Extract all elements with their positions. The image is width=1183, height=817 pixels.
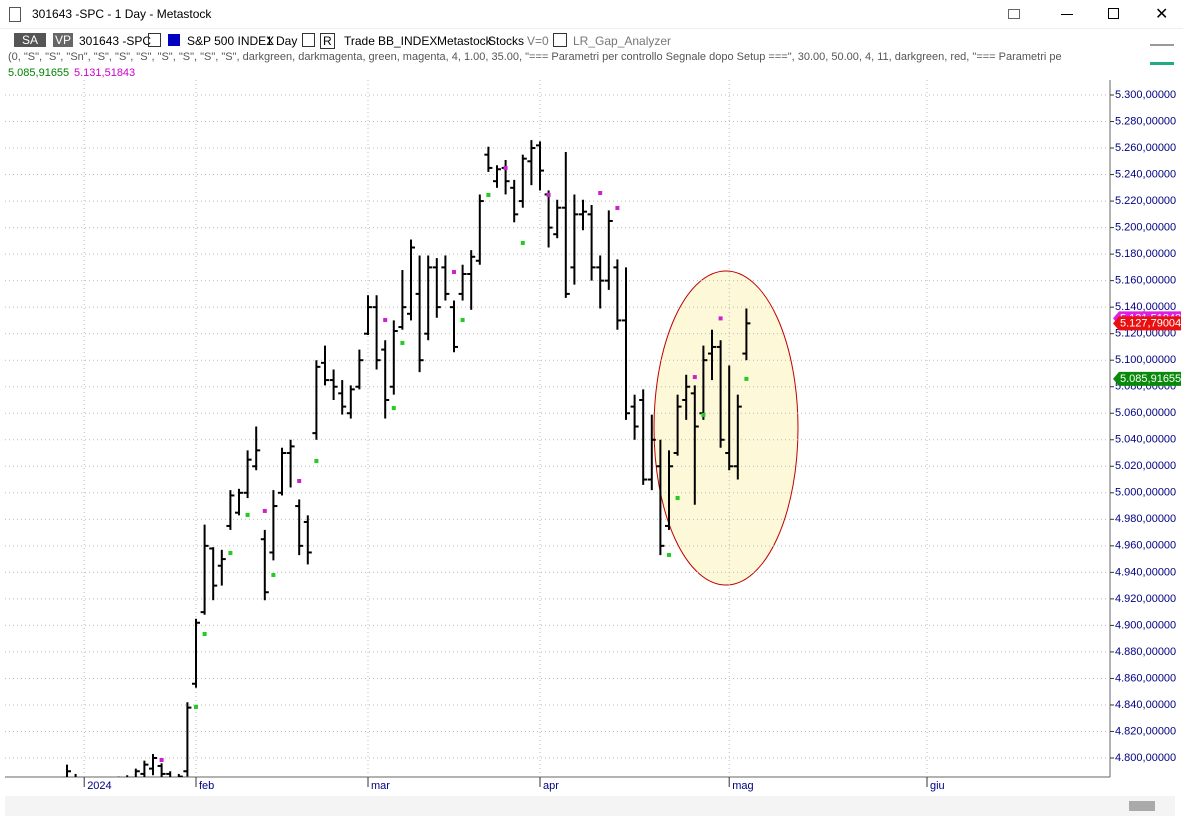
signal-dot [297, 478, 302, 483]
x-tick-label: mag [732, 780, 753, 792]
y-tick-label: 4.860,00000 [1115, 672, 1176, 684]
signal-dot [383, 318, 388, 323]
restore-button[interactable] [1008, 9, 1020, 19]
vp-button[interactable]: VP [53, 33, 73, 47]
highlight-ellipse [653, 270, 799, 586]
y-tick-label: 5.120,00000 [1115, 328, 1176, 340]
signal-dot [486, 192, 491, 197]
y-tick-label: 4.880,00000 [1115, 646, 1176, 658]
close-button[interactable]: ✕ [1155, 6, 1169, 23]
signal-dot [520, 240, 525, 245]
signal-dot [202, 632, 207, 637]
y-tick-label: 5.000,00000 [1115, 487, 1176, 499]
y-tick-label: 5.260,00000 [1115, 142, 1176, 154]
y-tick-label: 5.300,00000 [1115, 89, 1176, 101]
price-tag [1113, 316, 1181, 331]
source: Metastock [437, 34, 492, 48]
sa-button[interactable]: SA [14, 33, 46, 47]
signal-dot [718, 316, 723, 321]
x-tick-label: apr [543, 780, 559, 792]
price-tag-label: 5.085,91655 [1120, 373, 1181, 385]
periodicity-dropdown[interactable] [302, 33, 315, 47]
security-name: S&P 500 INDEX [187, 34, 275, 48]
y-tick-label: 5.220,00000 [1115, 195, 1176, 207]
y-tick-label: 4.900,00000 [1115, 619, 1176, 631]
header-value: 5.131,51843 [74, 67, 136, 79]
y-tick-label: 5.280,00000 [1115, 115, 1176, 127]
y-tick-label: 5.020,00000 [1115, 460, 1176, 472]
r-button[interactable]: R [320, 33, 335, 49]
y-tick-label: 5.060,00000 [1115, 407, 1176, 419]
signal-dot [452, 270, 456, 275]
indicator-name: LR_Gap_Analyzer [573, 34, 672, 48]
signal-dot [391, 406, 396, 411]
y-tick-label: 4.920,00000 [1115, 593, 1176, 605]
signal-dot [503, 166, 508, 171]
signal-dot [615, 205, 620, 210]
signal-dot [692, 375, 697, 380]
indicator-params: (0, "S", "S", "Sn", "S", "S", "S", "S", … [8, 51, 1062, 63]
y-tick-label: 5.040,00000 [1115, 434, 1176, 446]
header-value: 5.085,91655 [8, 67, 70, 79]
symbol: 301643 -SPC [79, 34, 152, 48]
y-tick-label: 5.160,00000 [1115, 275, 1176, 287]
app-icon [9, 7, 21, 22]
signal-dot [159, 757, 164, 762]
y-tick-label: 4.980,00000 [1115, 513, 1176, 525]
signal-dot [744, 376, 749, 381]
y-tick-label: 4.940,00000 [1115, 566, 1176, 578]
signal-dot [400, 340, 405, 345]
signal-dot [460, 318, 465, 323]
signal-dot [667, 552, 671, 557]
y-tick-label: 5.200,00000 [1115, 222, 1176, 234]
expert-icon[interactable] [1150, 44, 1174, 65]
y-tick-label: 4.820,00000 [1115, 725, 1176, 737]
scrollbar[interactable] [5, 796, 1175, 816]
signal-dot [701, 412, 706, 417]
symbol-dropdown[interactable] [148, 33, 161, 47]
x-tick-label: feb [199, 780, 214, 792]
signal-dot [314, 458, 319, 463]
x-tick-label: 2024 [87, 780, 111, 792]
volume: V=0 [527, 34, 549, 48]
color-swatch [168, 34, 180, 46]
signal-dot [262, 508, 267, 513]
y-tick-label: 4.960,00000 [1115, 540, 1176, 552]
mode: Trade [344, 34, 375, 48]
window-title: 301643 -SPC - 1 Day - Metastock [32, 7, 212, 21]
y-tick-label: 4.800,00000 [1115, 752, 1176, 764]
y-tick-label: 5.100,00000 [1115, 354, 1176, 366]
price-tag [1113, 371, 1181, 386]
signal-dot [194, 704, 198, 709]
signal-dot [675, 495, 680, 500]
remove-indicator[interactable] [553, 33, 567, 47]
y-tick-label: 5.140,00000 [1115, 301, 1176, 313]
minimize-button[interactable] [1061, 14, 1073, 15]
signal-dot [598, 190, 603, 195]
group: Stocks [488, 34, 525, 48]
y-tick-label: 5.180,00000 [1115, 248, 1176, 260]
x-tick-label: giu [930, 780, 945, 792]
y-tick-label: 4.840,00000 [1115, 699, 1176, 711]
title-bar [0, 0, 1183, 29]
scroll-thumb[interactable] [1129, 801, 1155, 811]
x-tick-label: mar [371, 780, 390, 792]
signal-dot [271, 573, 276, 578]
periodicity: 1 Day [266, 34, 298, 48]
maximize-button[interactable] [1108, 8, 1119, 19]
index: BB_INDEX [378, 34, 438, 48]
y-tick-label: 5.240,00000 [1115, 168, 1176, 180]
signal-dot [546, 192, 551, 197]
signal-dot [245, 512, 250, 517]
signal-dot [228, 550, 233, 555]
price-tag-label: 5.127,79004 [1120, 317, 1181, 329]
